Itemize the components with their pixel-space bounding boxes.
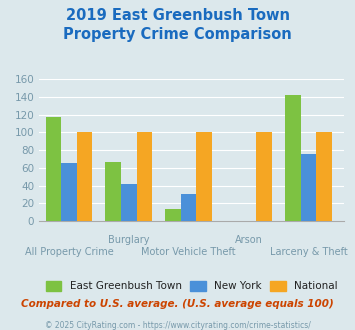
- Bar: [165, 209, 181, 221]
- Bar: [285, 95, 301, 221]
- Bar: [121, 184, 137, 221]
- Text: Larceny & Theft: Larceny & Theft: [269, 248, 347, 257]
- Bar: [196, 132, 212, 221]
- Bar: [77, 132, 92, 221]
- Text: Burglary: Burglary: [108, 235, 149, 245]
- Text: Arson: Arson: [235, 235, 262, 245]
- Bar: [301, 154, 316, 221]
- Text: Motor Vehicle Theft: Motor Vehicle Theft: [141, 248, 236, 257]
- Text: © 2025 CityRating.com - https://www.cityrating.com/crime-statistics/: © 2025 CityRating.com - https://www.city…: [45, 321, 310, 330]
- Text: 2019 East Greenbush Town
Property Crime Comparison: 2019 East Greenbush Town Property Crime …: [63, 8, 292, 42]
- Bar: [46, 117, 61, 221]
- Legend: East Greenbush Town, New York, National: East Greenbush Town, New York, National: [42, 277, 342, 295]
- Text: Compared to U.S. average. (U.S. average equals 100): Compared to U.S. average. (U.S. average …: [21, 299, 334, 309]
- Bar: [316, 132, 332, 221]
- Bar: [105, 162, 121, 221]
- Bar: [61, 163, 77, 221]
- Bar: [181, 194, 196, 221]
- Bar: [256, 132, 272, 221]
- Bar: [137, 132, 152, 221]
- Text: All Property Crime: All Property Crime: [24, 248, 113, 257]
